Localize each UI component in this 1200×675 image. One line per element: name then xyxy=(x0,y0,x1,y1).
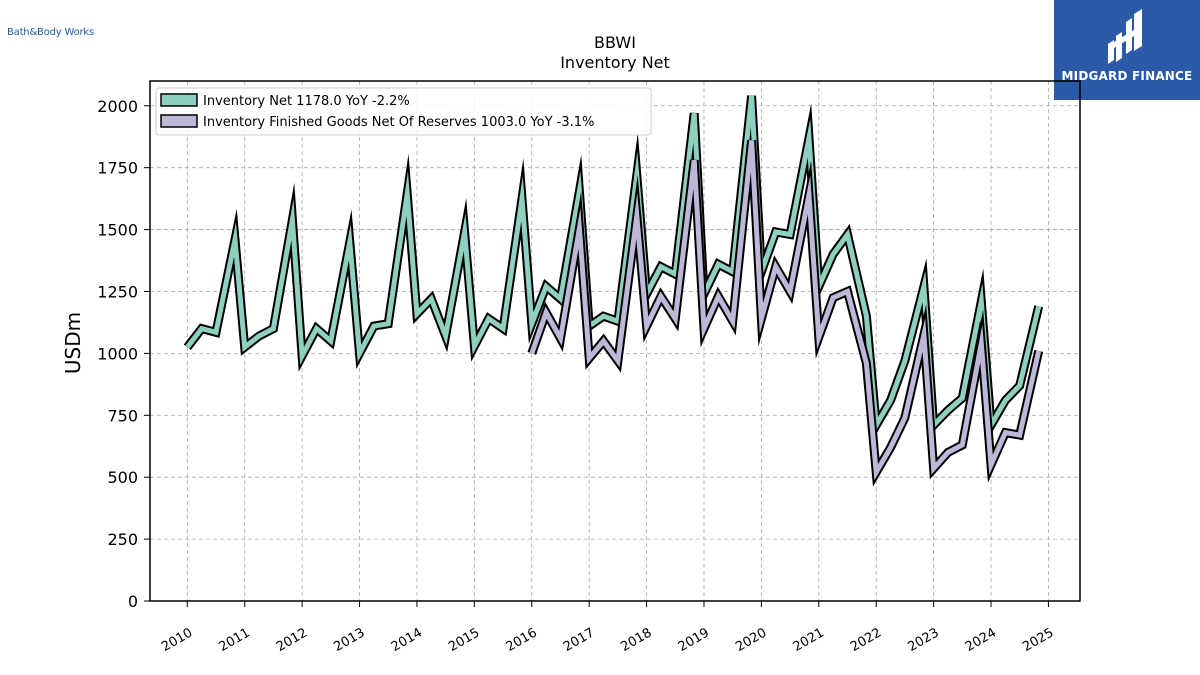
series-line-1 xyxy=(529,140,1042,481)
y-tick-label: 1750 xyxy=(97,159,138,178)
y-tick-label: 1500 xyxy=(97,221,138,240)
x-tick-label: 2021 xyxy=(791,625,827,655)
company-logo: Bath&Body Works xyxy=(7,27,95,38)
series-outline-1 xyxy=(527,139,1044,487)
x-tick-label: 2014 xyxy=(389,625,425,655)
y-tick-label: 500 xyxy=(107,468,138,487)
plot-frame xyxy=(149,80,1081,602)
y-axis-label: USDm xyxy=(61,312,85,374)
y-tick-label: 2000 xyxy=(97,97,138,116)
chart-title: BBWI xyxy=(594,33,636,52)
legend-swatch-finished-goods xyxy=(160,114,198,128)
x-tick-label: 2012 xyxy=(274,625,310,655)
x-tick-label: 2017 xyxy=(561,625,597,655)
brand-mark-icon xyxy=(1108,9,1142,64)
x-tick-label: 2013 xyxy=(331,625,367,655)
x-tick-label: 2018 xyxy=(618,625,654,655)
x-tick-label: 2010 xyxy=(159,625,195,655)
x-tick-label: 2011 xyxy=(217,625,253,655)
x-tick-label: 2022 xyxy=(848,625,884,655)
x-tick-label: 2019 xyxy=(676,625,712,655)
x-tick-label: 2020 xyxy=(733,625,769,655)
y-tick-label: 750 xyxy=(107,406,138,425)
legend-label-inventory-net: Inventory Net 1178.0 YoY -2.2% xyxy=(203,94,410,109)
x-tick-label: 2025 xyxy=(1020,625,1056,655)
x-tick-label: 2024 xyxy=(963,625,999,655)
legend-label-finished-goods: Inventory Finished Goods Net Of Reserves… xyxy=(203,115,594,130)
brand-name: MIDGARD FINANCE xyxy=(1061,69,1193,83)
legend-swatch-inventory-net xyxy=(160,93,198,107)
y-tick-label: 1250 xyxy=(97,282,138,301)
x-tick-label: 2015 xyxy=(446,625,482,655)
brand-logo: MIDGARD FINANCE xyxy=(1054,0,1200,100)
y-tick-label: 250 xyxy=(107,530,138,549)
x-tick-label: 2016 xyxy=(504,625,540,655)
y-tick-label: 1000 xyxy=(97,344,138,363)
grid xyxy=(150,81,1080,602)
legend: Inventory Net 1178.0 YoY -2.2% Inventory… xyxy=(155,87,652,136)
chart-subtitle: Inventory Net xyxy=(560,53,670,72)
axes xyxy=(149,80,1081,602)
x-tick-label: 2023 xyxy=(905,625,941,655)
series-line-0 xyxy=(185,95,1042,434)
y-tick-label: 0 xyxy=(128,592,138,611)
series-layer xyxy=(183,95,1044,487)
legend-box xyxy=(155,87,652,136)
